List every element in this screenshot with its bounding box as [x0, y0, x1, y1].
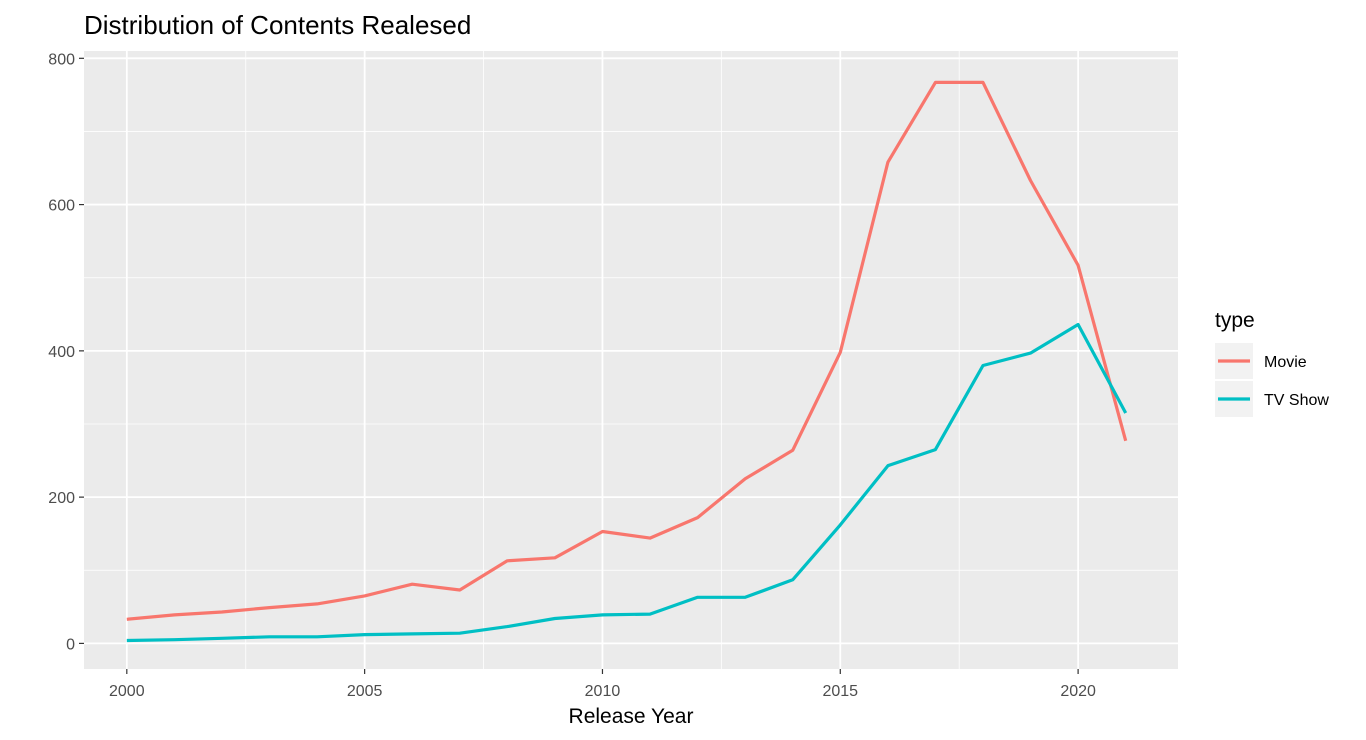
y-tick-label: 600	[48, 198, 75, 215]
plot-panel	[84, 51, 1178, 669]
x-tick-label: 2020	[1060, 683, 1096, 700]
legend-title: type	[1215, 309, 1255, 332]
legend: type Movie TV Show	[1215, 309, 1329, 417]
y-tick-label: 800	[48, 51, 75, 68]
x-tick-label: 2005	[347, 683, 383, 700]
x-axis-title: Release Year	[569, 705, 694, 728]
grid-minor	[84, 51, 1178, 669]
chart-title: Distribution of Contents Realesed	[84, 10, 471, 40]
y-tick-label: 400	[48, 344, 75, 361]
x-tick-label: 2000	[109, 683, 145, 700]
y-tick-label: 0	[66, 636, 75, 653]
series-line-movie	[126, 80, 1128, 621]
series-line-tv-show	[126, 322, 1128, 643]
y-axis: 0 200 400 600 800	[48, 51, 84, 653]
x-tick-label: 2010	[585, 683, 621, 700]
legend-label-tv-show: TV Show	[1264, 392, 1329, 409]
legend-label-movie: Movie	[1264, 354, 1307, 371]
x-axis: 2000 2005 2010 2015 2020	[109, 669, 1096, 700]
grid-major	[84, 51, 1178, 669]
x-tick-label: 2015	[822, 683, 858, 700]
series-lines	[126, 80, 1128, 643]
y-tick-label: 200	[48, 490, 75, 507]
